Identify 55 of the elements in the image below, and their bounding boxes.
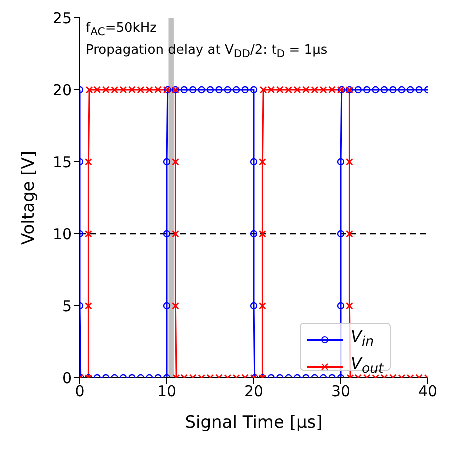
point — [216, 86, 223, 94]
y-tick-label: 15 — [52, 153, 72, 172]
point — [354, 86, 362, 94]
y-tick-label: 20 — [52, 81, 72, 100]
point — [85, 302, 92, 310]
point — [259, 158, 266, 166]
point — [250, 158, 258, 166]
point — [407, 86, 414, 94]
legend-label: V$_{in}$ — [351, 326, 374, 352]
point — [190, 86, 197, 94]
point — [250, 86, 258, 94]
point — [398, 86, 406, 94]
y-tick-label: 5 — [62, 297, 72, 316]
point — [206, 86, 214, 94]
point — [224, 86, 232, 94]
x-tick-label: 20 — [244, 382, 264, 401]
x-tick-label: 30 — [331, 382, 351, 401]
point — [346, 158, 354, 166]
annotation: Propagation delay at V$_{DD}$/2: t$_{D}$ = 1μs — [86, 42, 328, 62]
point — [416, 86, 423, 94]
x-tick-label: 0 — [75, 382, 85, 401]
point — [180, 86, 188, 94]
point — [163, 302, 171, 310]
y-tick-label: 25 — [52, 9, 72, 28]
y-tick-label: 0 — [62, 369, 72, 388]
point — [163, 158, 171, 166]
legend-label: V$_{out}$ — [351, 353, 384, 380]
point — [346, 230, 354, 238]
point — [233, 86, 240, 94]
point — [85, 230, 92, 238]
annotation: f$_{AC}$=50kHz — [86, 20, 158, 41]
x-tick-label: 10 — [157, 382, 177, 401]
point — [259, 230, 266, 238]
x-tick-label: 40 — [418, 382, 438, 401]
y-tick-label: 10 — [52, 225, 72, 244]
y-axis-title: Voltage [V] — [19, 150, 40, 246]
point — [172, 230, 180, 238]
point — [380, 86, 388, 94]
point — [250, 230, 258, 238]
point — [172, 302, 180, 310]
point — [337, 230, 345, 238]
point — [390, 86, 397, 94]
point — [372, 86, 380, 94]
point — [85, 158, 92, 166]
point — [346, 302, 354, 310]
point — [172, 158, 180, 166]
x-axis-title: Signal Time [μs] — [185, 413, 323, 433]
point — [259, 302, 266, 310]
point — [242, 86, 249, 94]
point — [337, 302, 345, 310]
point — [250, 302, 258, 310]
point — [364, 86, 371, 94]
point — [163, 230, 171, 238]
point — [337, 158, 345, 166]
point — [198, 86, 206, 94]
